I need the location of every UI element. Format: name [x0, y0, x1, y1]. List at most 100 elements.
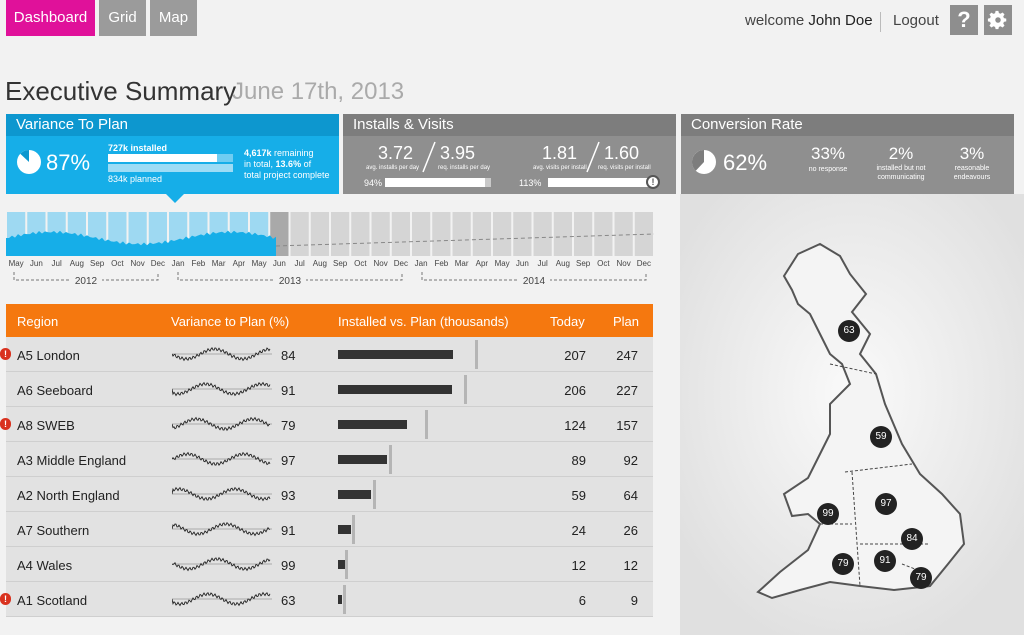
table-row[interactable]: ! A1 Scotland 63 6 9 — [0, 582, 653, 617]
tab-dashboard[interactable]: Dashboard — [6, 0, 95, 36]
plan-marker — [345, 550, 348, 579]
installed-bar — [338, 350, 453, 359]
today-value: 24 — [571, 523, 586, 538]
avg-visits: 1.81 — [542, 143, 578, 163]
map-badge-london[interactable]: 84 — [901, 528, 923, 550]
installs-slash — [422, 141, 436, 173]
installs-bar — [385, 178, 485, 187]
header-installed[interactable]: Installed vs. Plan (thousands) — [338, 314, 509, 329]
alert-icon[interactable]: ! — [0, 418, 11, 430]
plan-value: 247 — [616, 348, 638, 363]
timeline-month-label: May — [495, 259, 510, 268]
today-value: 206 — [564, 383, 586, 398]
timeline-month-label: Jun — [516, 259, 529, 268]
timeline-month-label: Nov — [131, 259, 145, 268]
conversion-pie-icon — [692, 150, 716, 174]
nav-divider — [880, 12, 881, 32]
timeline-month-cell — [412, 212, 431, 256]
welcome-text: welcome John Doe — [745, 12, 873, 29]
variance-value: 84 — [281, 348, 296, 363]
timeline-month-cell — [432, 212, 451, 256]
conversion-pct: 62% — [723, 150, 768, 175]
timeline-chart[interactable]: May Jun Jul Aug Sep Oct Nov Dec Jan Feb Mar Apr May J… — [6, 212, 654, 290]
avg-installs-label: avg. installs per day — [366, 165, 420, 171]
gear-icon[interactable] — [984, 5, 1012, 35]
map-badge-sweb[interactable]: 79 — [832, 553, 854, 575]
timeline-month-cell — [371, 212, 390, 256]
timeline-month-label: Jan — [172, 259, 185, 268]
today-value: 124 — [564, 418, 586, 433]
installed-bar — [338, 455, 387, 464]
timeline-year-label: 2013 — [279, 276, 302, 287]
no-response-pct: 33% — [810, 144, 846, 163]
variance-sparkline — [172, 381, 272, 397]
req-visits-label: req. visits per install — [598, 165, 651, 171]
alert-icon[interactable]: ! — [0, 593, 11, 605]
not-communicating-pct: 2% — [888, 144, 914, 163]
timeline-month-label: Feb — [434, 259, 448, 268]
installed-bar — [338, 420, 407, 429]
header-plan[interactable]: Plan — [613, 314, 640, 329]
not-communicating-label: installed but not communicating — [876, 165, 926, 181]
header-today[interactable]: Today — [550, 314, 585, 329]
map-badge-scotland[interactable]: 63 — [838, 320, 860, 342]
installed-bar — [108, 154, 217, 162]
help-icon[interactable]: ? — [950, 5, 978, 35]
remaining-of: of — [303, 159, 312, 169]
tab-map[interactable]: Map — [150, 0, 197, 36]
map-badge-seeboard[interactable]: 79 — [910, 567, 932, 589]
uk-map[interactable]: 63 59 99 97 84 79 91 79 — [680, 194, 1024, 635]
timeline-area — [6, 230, 276, 256]
timeline-month-cell — [553, 212, 572, 256]
timeline-month-label: Sep — [576, 259, 591, 268]
plan-value: 9 — [630, 593, 638, 608]
tab-grid[interactable]: Grid — [99, 0, 146, 36]
remaining-pct: 13.6% — [275, 159, 302, 169]
remaining-line2: in total, — [244, 159, 274, 169]
table-row[interactable]: A4 Wales 99 12 12 — [6, 547, 653, 582]
plan-value: 157 — [616, 418, 638, 433]
installs-header: Installs & Visits — [343, 114, 676, 136]
timeline-month-label: Jan — [415, 259, 428, 268]
plan-marker — [373, 480, 376, 509]
timeline-month-label: Dec — [637, 259, 651, 268]
installs-panel[interactable]: Installs & Visits 3.72 avg. installs per… — [343, 114, 676, 194]
table-row[interactable]: ! A8 SWEB 79 124 157 — [0, 407, 653, 442]
installs-pct: 94% — [364, 178, 383, 188]
timeline-month-label: Apr — [233, 259, 246, 268]
timeline-month-label: Mar — [212, 259, 226, 268]
table-body: ! A5 London 84 207 247 A6 Seeboard 91 206 227! A8… — [0, 337, 653, 617]
timeline-month-label: Apr — [476, 259, 489, 268]
conversion-panel[interactable]: Conversion Rate 62% 33% no response 2% i… — [681, 114, 1014, 194]
region-name: A4 Wales — [17, 558, 73, 573]
variance-value: 91 — [281, 383, 296, 398]
alert-icon[interactable]: ! — [0, 348, 11, 360]
variance-panel[interactable]: Variance To Plan 87% 727k installed 834k… — [6, 114, 339, 203]
visits-alert-icon[interactable]: ! — [646, 175, 660, 189]
map-badge-middle-england[interactable]: 97 — [875, 493, 897, 515]
map-badge-southern[interactable]: 91 — [874, 550, 896, 572]
header-variance[interactable]: Variance to Plan (%) — [171, 314, 290, 329]
plan-marker — [352, 515, 355, 544]
remaining-word: remaining — [274, 148, 314, 158]
table-row[interactable]: A6 Seeboard 91 206 227 — [6, 372, 653, 407]
header-region[interactable]: Region — [17, 314, 59, 329]
today-value: 59 — [571, 488, 586, 503]
timeline-month-cell — [310, 212, 329, 256]
map-badge-wales[interactable]: 99 — [817, 503, 839, 525]
page-date: June 17th, 2013 — [232, 78, 405, 105]
timeline-month-cell — [574, 212, 593, 256]
table-row[interactable]: ! A5 London 84 207 247 — [0, 337, 653, 372]
timeline-month-label: Dec — [394, 259, 408, 268]
table-row[interactable]: A2 North England 93 59 64 — [6, 477, 653, 512]
timeline-month-cell — [351, 212, 370, 256]
panel-pointer — [166, 194, 184, 203]
region-name: A8 SWEB — [17, 418, 75, 433]
table-row[interactable]: A7 Southern 91 24 26 — [6, 512, 653, 547]
logout-link[interactable]: Logout — [893, 12, 939, 29]
timeline-month-cell — [594, 212, 613, 256]
timeline-month-cell — [331, 212, 350, 256]
table-row[interactable]: A3 Middle England 97 89 92 — [6, 442, 653, 477]
map-badge-north-england[interactable]: 59 — [870, 426, 892, 448]
variance-header: Variance To Plan — [6, 114, 339, 136]
